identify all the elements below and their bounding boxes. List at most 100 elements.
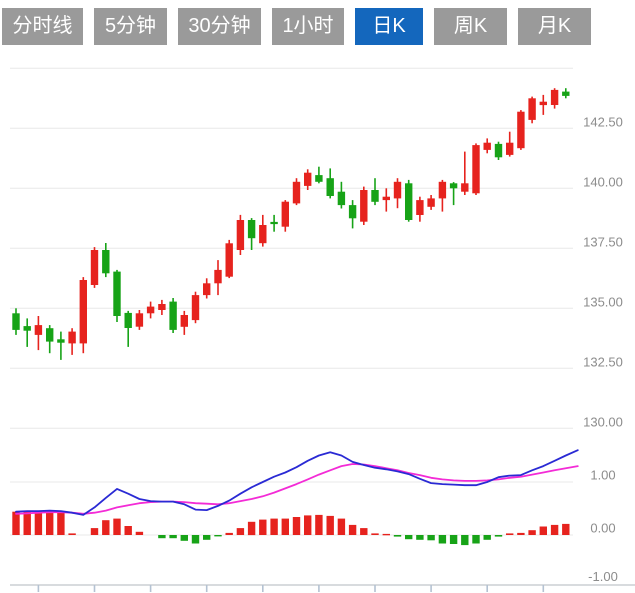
macd-histogram-bar xyxy=(191,535,200,544)
dea-line xyxy=(15,463,579,515)
macd-histogram-bar xyxy=(483,535,491,540)
macd-histogram-bar xyxy=(23,511,31,535)
macd-histogram-bar xyxy=(46,510,54,535)
macd-histogram-bar xyxy=(416,535,424,540)
candle-body xyxy=(337,191,346,206)
candle-body xyxy=(135,313,144,327)
candle-body xyxy=(382,196,390,201)
macd-histogram-bar xyxy=(68,533,76,535)
macd-histogram-bar xyxy=(539,526,547,535)
macd-histogram-bar xyxy=(360,528,368,535)
macd-histogram-bar xyxy=(90,528,99,535)
candle-body xyxy=(405,183,413,220)
candle-body xyxy=(158,304,166,310)
macd-histogram-bar xyxy=(34,511,43,535)
candle-body xyxy=(483,142,491,150)
candle-body xyxy=(506,142,514,155)
price-axis-label: 142.50 xyxy=(583,114,623,129)
candle-body xyxy=(539,101,547,106)
candle-body xyxy=(360,190,368,222)
tab-1hour[interactable]: 1小时 xyxy=(272,8,344,45)
tab-5min[interactable]: 5分钟 xyxy=(94,8,167,45)
candle-body xyxy=(180,315,188,327)
macd-histogram-bar xyxy=(292,517,301,535)
macd-histogram-bar xyxy=(393,535,402,537)
candle-body xyxy=(23,326,31,331)
macd-histogram-bar xyxy=(12,511,20,535)
candle-body xyxy=(427,198,435,207)
macd-histogram-bar xyxy=(371,533,379,535)
candle-body xyxy=(46,328,54,342)
macd-histogram-bar xyxy=(461,535,469,546)
candle-body xyxy=(371,190,379,202)
macd-histogram-bar xyxy=(102,520,110,535)
tab-daily-k[interactable]: 日K xyxy=(355,8,423,45)
macd-histogram-bar xyxy=(315,514,323,535)
candle-body xyxy=(528,98,536,120)
macd-histogram-bar xyxy=(337,518,346,535)
candle-body xyxy=(315,175,323,182)
price-axis-label: 140.00 xyxy=(583,174,623,189)
macd-histogram-bar xyxy=(214,535,222,537)
candle-body xyxy=(191,295,200,321)
candle-body xyxy=(562,91,570,96)
macd-histogram-bar xyxy=(259,519,267,535)
candle-body xyxy=(236,220,245,250)
candle-body xyxy=(90,250,99,285)
candle-body xyxy=(438,181,447,199)
candle-body xyxy=(247,220,256,239)
macd-histogram-bar xyxy=(169,535,177,539)
candle-body xyxy=(259,225,267,244)
macd-histogram-bar xyxy=(550,524,559,535)
macd-axis-label: 1.00 xyxy=(590,468,615,483)
candle-body xyxy=(34,325,43,335)
candle-body xyxy=(225,243,233,277)
candle-body xyxy=(214,269,222,284)
tab-monthly-k[interactable]: 月K xyxy=(518,8,591,45)
macd-histogram-bar xyxy=(304,515,312,535)
candle-body xyxy=(472,145,480,194)
candle-body xyxy=(550,89,559,105)
candle-body xyxy=(461,183,469,192)
macd-histogram-bar xyxy=(113,518,121,535)
macd-histogram-bar xyxy=(382,533,390,536)
candle-body xyxy=(124,312,132,328)
macd-histogram-bar xyxy=(405,535,413,540)
macd-histogram-bar xyxy=(517,532,525,535)
candle-body xyxy=(12,313,20,330)
macd-histogram-bar xyxy=(203,535,211,540)
macd-histogram-bar xyxy=(472,535,480,544)
candle-body xyxy=(68,331,76,344)
macd-histogram-bar xyxy=(562,523,570,535)
macd-histogram-bar xyxy=(135,531,144,535)
candle-body xyxy=(416,200,424,215)
macd-histogram-bar xyxy=(438,535,447,544)
macd-histogram-bar xyxy=(236,528,245,535)
macd-histogram-bar xyxy=(124,526,132,535)
candle-body xyxy=(203,283,211,296)
tab-minute-line[interactable]: 分时线 xyxy=(2,8,83,45)
candle-body xyxy=(281,201,289,227)
candle-body xyxy=(348,205,357,219)
tab-30min[interactable]: 30分钟 xyxy=(178,8,261,45)
tab-weekly-k[interactable]: 周K xyxy=(434,8,507,45)
price-axis-label: 135.00 xyxy=(583,294,623,309)
candle-body xyxy=(113,271,121,316)
macd-histogram-bar xyxy=(180,535,188,541)
macd-histogram-bar xyxy=(427,535,435,541)
price-axis-label: 130.00 xyxy=(583,414,623,429)
candle-body xyxy=(270,221,278,225)
price-axis-label: 137.50 xyxy=(583,234,623,249)
macd-histogram-bar xyxy=(348,524,357,535)
candle-body xyxy=(517,111,525,149)
macd-axis-label: 0.00 xyxy=(590,521,615,536)
candle-body xyxy=(146,306,155,314)
macd-histogram-bar xyxy=(158,535,166,539)
dif-line xyxy=(15,449,579,516)
macd-histogram-bar xyxy=(326,515,334,535)
macd-histogram-bar xyxy=(247,521,256,536)
macd-histogram-bar xyxy=(57,511,65,535)
candle-body xyxy=(449,183,458,189)
candle-body xyxy=(393,181,402,199)
